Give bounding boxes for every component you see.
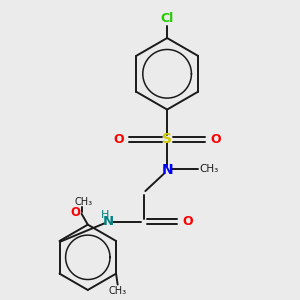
Text: O: O: [70, 206, 80, 219]
Text: CH₃: CH₃: [199, 164, 218, 174]
Text: S: S: [162, 132, 172, 146]
Text: N: N: [102, 215, 114, 228]
Text: N: N: [161, 163, 173, 177]
Text: CH₃: CH₃: [109, 286, 127, 296]
Text: O: O: [211, 133, 221, 146]
Text: H: H: [101, 210, 109, 220]
Text: O: O: [113, 133, 124, 146]
Text: O: O: [183, 215, 193, 228]
Text: CH₃: CH₃: [74, 196, 92, 207]
Text: Cl: Cl: [160, 12, 174, 25]
